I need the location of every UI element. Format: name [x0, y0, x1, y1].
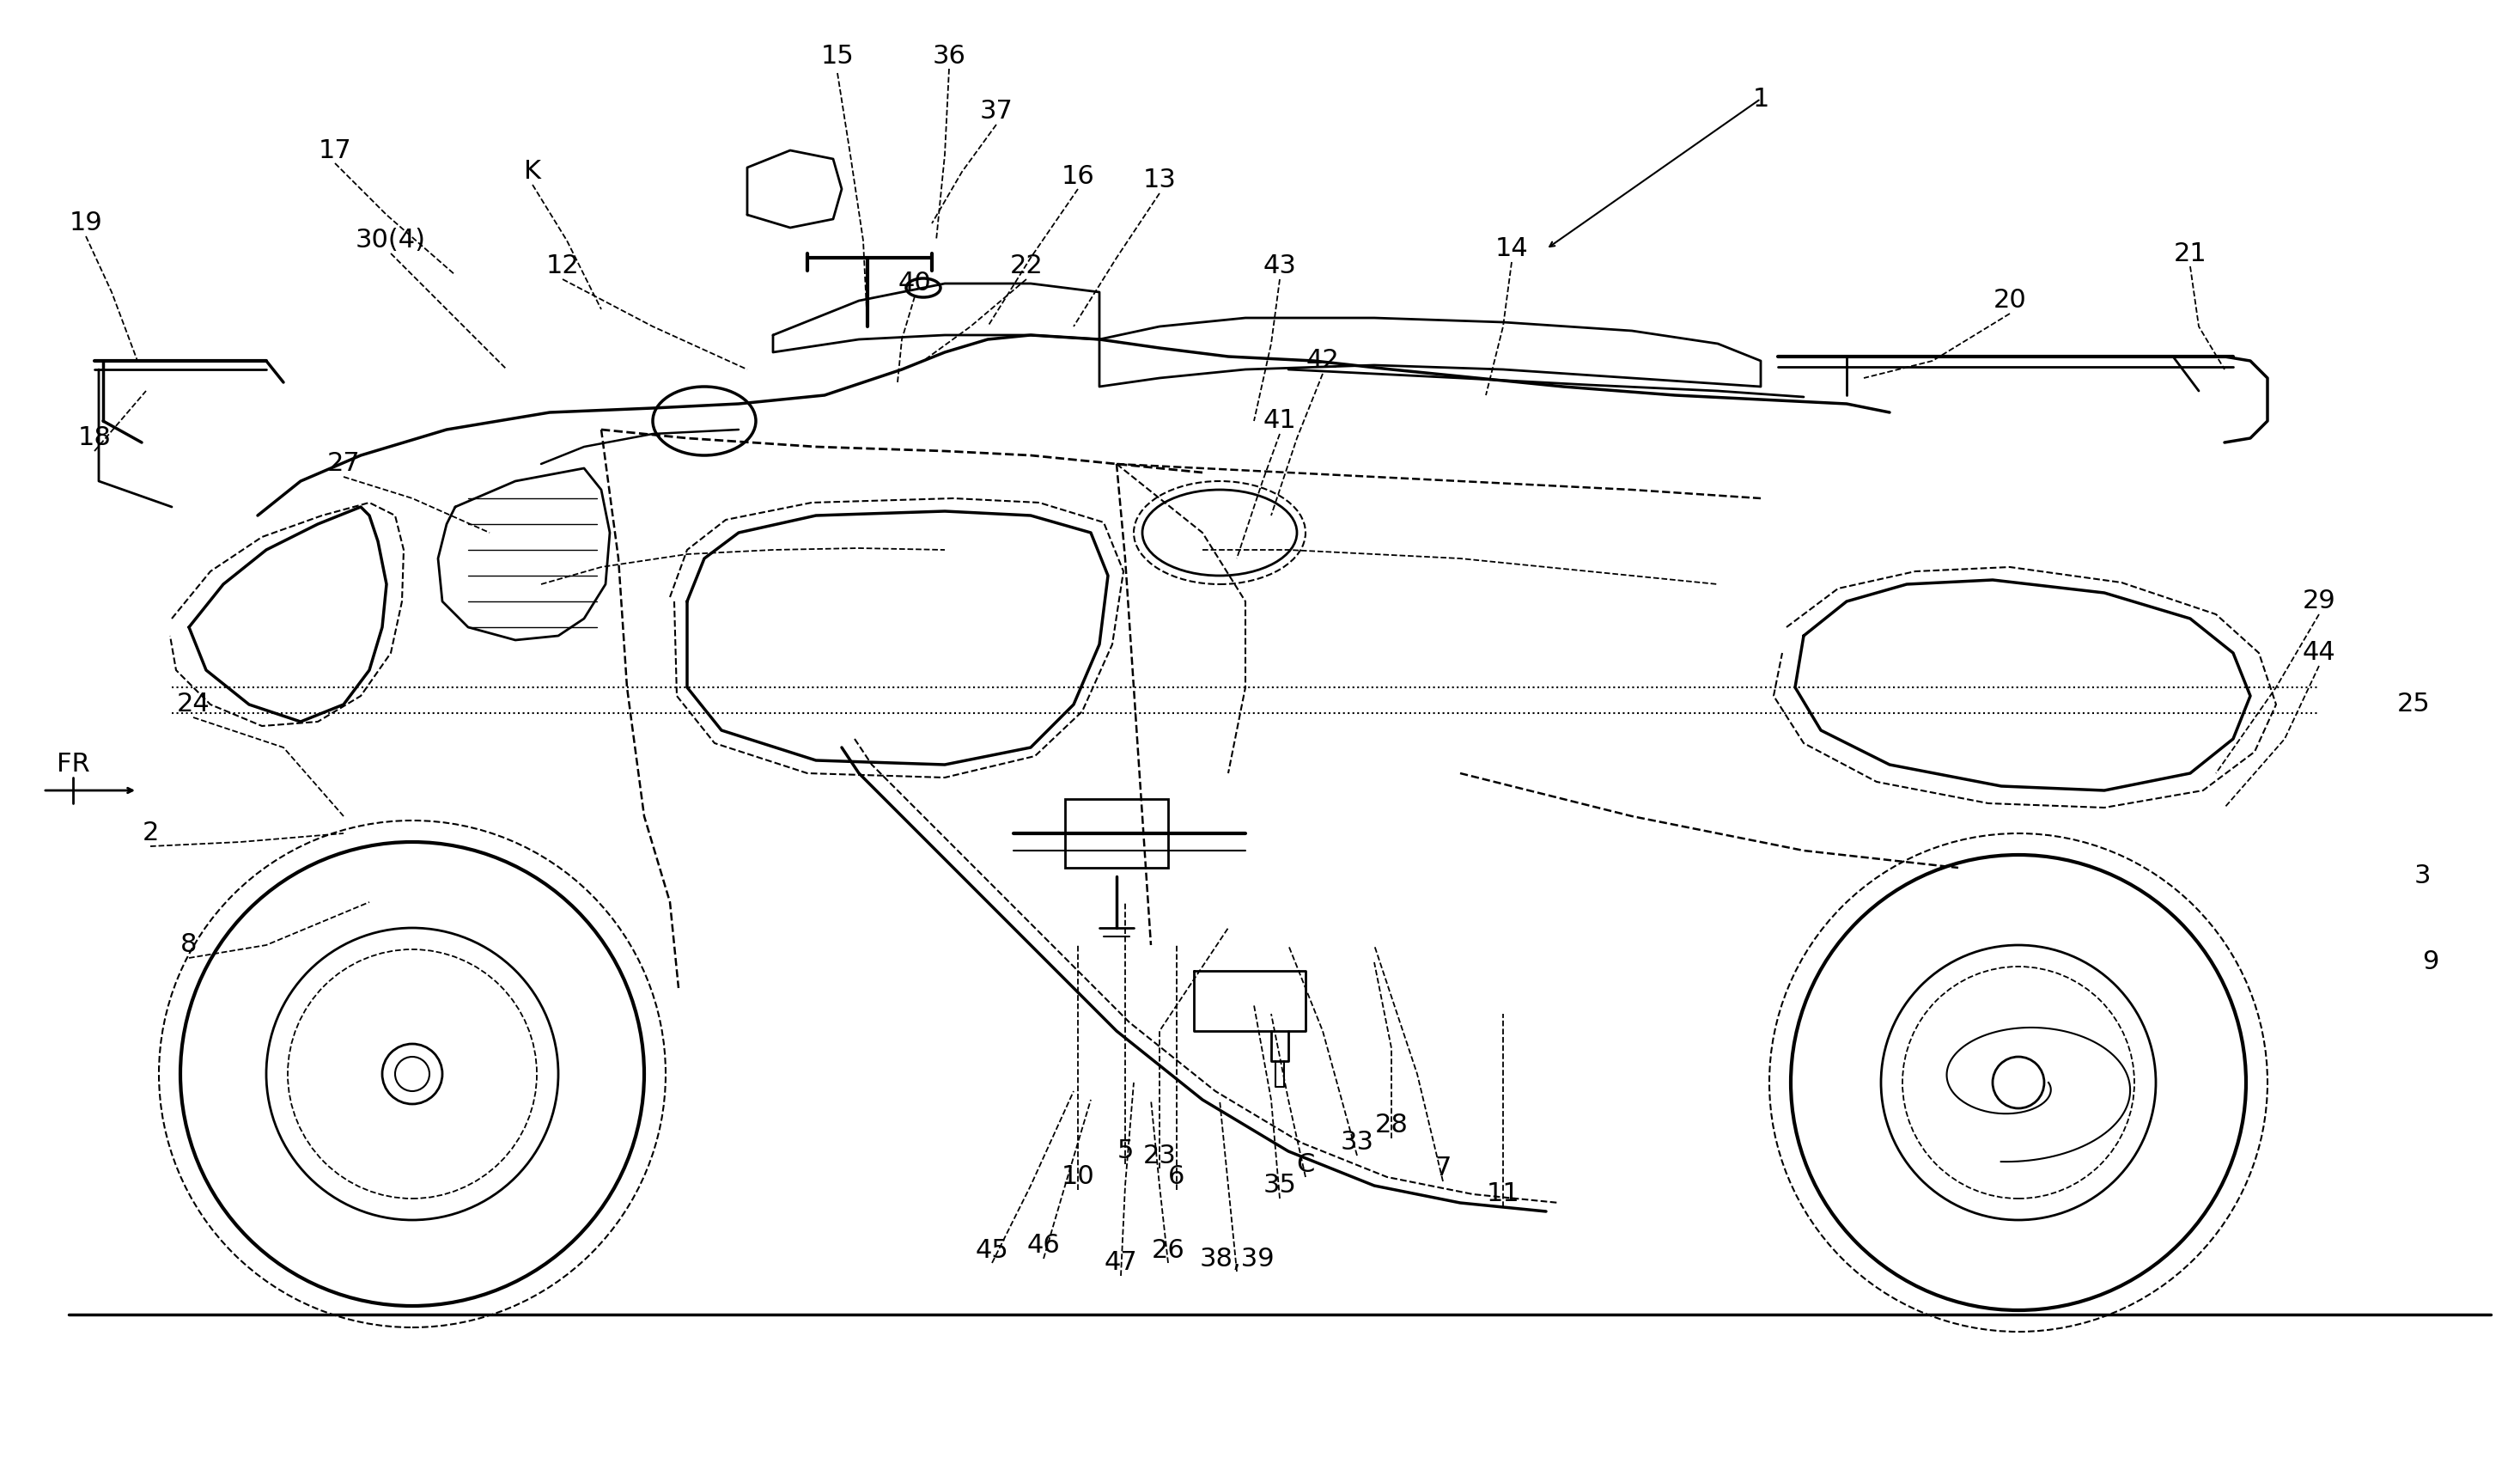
Text: 29: 29 — [2303, 589, 2336, 614]
Text: 27: 27 — [328, 452, 360, 477]
Text: 45: 45 — [975, 1238, 1008, 1263]
Text: FR: FR — [55, 752, 91, 777]
Text: 3: 3 — [2414, 865, 2429, 889]
Text: 22: 22 — [1011, 254, 1043, 278]
Text: 9: 9 — [2422, 949, 2439, 975]
Bar — [1066, 799, 1169, 868]
Text: 1: 1 — [1751, 86, 1769, 111]
Text: 15: 15 — [822, 44, 854, 69]
Text: 47: 47 — [1104, 1251, 1137, 1276]
Text: 16: 16 — [1061, 163, 1094, 188]
Text: 42: 42 — [1305, 348, 1338, 373]
Text: 41: 41 — [1263, 408, 1295, 433]
Text: C: C — [1295, 1152, 1315, 1177]
Text: 20: 20 — [1993, 289, 2026, 313]
Text: 40: 40 — [897, 271, 932, 296]
Text: 33: 33 — [1341, 1130, 1373, 1155]
Text: 11: 11 — [1487, 1182, 1520, 1207]
Text: 14: 14 — [1494, 236, 1527, 261]
Text: 43: 43 — [1263, 254, 1295, 278]
Text: 44: 44 — [2303, 640, 2336, 665]
Text: 21: 21 — [2175, 241, 2208, 265]
Text: 13: 13 — [1142, 168, 1177, 192]
Text: 12: 12 — [547, 254, 580, 278]
Text: 17: 17 — [318, 139, 353, 163]
Text: 35: 35 — [1263, 1174, 1295, 1198]
Text: 26: 26 — [1152, 1238, 1184, 1263]
Text: 25: 25 — [2397, 693, 2429, 717]
Text: 5: 5 — [1116, 1139, 1134, 1163]
Text: 2: 2 — [141, 821, 159, 846]
Text: 7: 7 — [1434, 1156, 1452, 1181]
Text: 38,39: 38,39 — [1200, 1247, 1275, 1271]
Text: 19: 19 — [68, 211, 103, 236]
Text: 37: 37 — [980, 99, 1013, 124]
Text: 6: 6 — [1169, 1165, 1184, 1190]
Text: 28: 28 — [1376, 1112, 1409, 1137]
Text: K: K — [524, 159, 542, 184]
Text: 46: 46 — [1028, 1233, 1061, 1258]
Text: 23: 23 — [1142, 1143, 1177, 1168]
Text: 36: 36 — [932, 44, 965, 69]
Text: 24: 24 — [176, 693, 209, 717]
Text: 30(4): 30(4) — [355, 227, 426, 254]
Text: 8: 8 — [181, 933, 197, 958]
Text: 18: 18 — [78, 426, 111, 451]
Text: 10: 10 — [1061, 1165, 1094, 1190]
